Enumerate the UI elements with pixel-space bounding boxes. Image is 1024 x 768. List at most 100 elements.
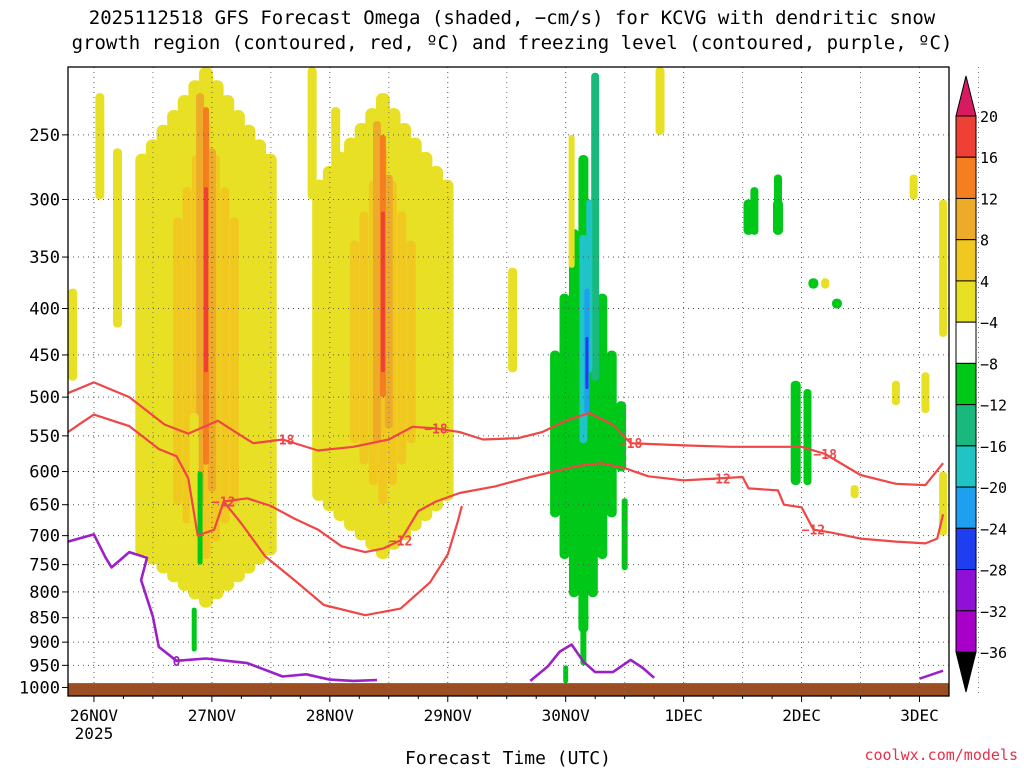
y-tick-label: 650 xyxy=(29,496,60,516)
omega-shade-cell xyxy=(559,293,570,559)
y-tick-label: 250 xyxy=(29,126,60,146)
contour-label-minus18: −18 xyxy=(271,434,295,449)
omega-shade-cell xyxy=(196,93,205,505)
omega-shade-cell xyxy=(585,336,589,390)
colorbar-label: −8 xyxy=(980,355,998,373)
colorbar-label: 20 xyxy=(980,108,998,126)
omega-shade-cell xyxy=(606,350,617,518)
colorbar-cap-bottom xyxy=(955,651,977,693)
omega-shade-cell xyxy=(229,217,239,505)
omega-shade-cell xyxy=(156,124,171,574)
x-year-label: 2025 xyxy=(75,724,114,743)
omega-shade-cell xyxy=(616,401,627,472)
colorbar-label: 12 xyxy=(980,190,998,208)
omega-shade-cell xyxy=(191,607,197,652)
colorbar-bin xyxy=(955,404,977,447)
colorbar-label: 4 xyxy=(980,273,989,291)
omega-shade-cell xyxy=(772,199,783,235)
freezing-level-contour-line xyxy=(68,533,378,683)
chart-title: 2025112518 GFS Forecast Omega (shaded, −… xyxy=(0,6,1024,56)
omega-shade-cell xyxy=(808,278,819,289)
omega-shade-cell xyxy=(380,211,385,373)
omega-shade-cell xyxy=(406,240,416,444)
x-tick-label: 3DEC xyxy=(900,706,939,725)
colorbar-bin xyxy=(955,445,977,488)
colorbar-bin xyxy=(955,197,977,241)
omega-shade-cell xyxy=(743,199,754,235)
colorbar-bin xyxy=(955,280,977,323)
y-tick-label: 400 xyxy=(29,300,60,320)
colorbar-label: −20 xyxy=(980,479,1007,497)
omega-shade-cell xyxy=(312,179,327,501)
omega-shade-cell xyxy=(568,229,579,598)
omega-shade-cell xyxy=(197,471,203,565)
omega-shade-cell xyxy=(580,622,587,666)
chart-title-line-2: growth region (contoured, red, ºC) and f… xyxy=(71,32,953,54)
colorbar-bin xyxy=(955,527,977,571)
omega-shade-cell xyxy=(591,72,600,381)
colorbar-bin xyxy=(955,569,977,612)
y-tick-label: 750 xyxy=(29,556,60,576)
omega-shade-cell xyxy=(921,372,930,414)
omega-shade-cell xyxy=(790,380,801,486)
colorbar-label: −28 xyxy=(980,562,1007,580)
omega-shade-cell xyxy=(203,187,208,373)
chart-title-line-1: 2025112518 GFS Forecast Omega (shaded, −… xyxy=(88,7,936,29)
omega-shade-cell xyxy=(173,217,183,505)
colorbar-label: −4 xyxy=(980,314,998,332)
contour-label-minus18: −18 xyxy=(424,422,448,437)
colorbar-label: 16 xyxy=(980,149,998,167)
colorbar-bin xyxy=(955,156,977,199)
contour-label-zero: 0 xyxy=(173,655,181,670)
y-tick-label: 600 xyxy=(29,463,60,483)
colorbar-label: 8 xyxy=(980,232,989,250)
contour-label-minus12: −12 xyxy=(212,495,235,510)
x-tick-label: 2DEC xyxy=(782,706,821,725)
x-tick-label: 1DEC xyxy=(664,706,703,725)
omega-shade-cell xyxy=(939,199,948,337)
omega-shade-cell xyxy=(821,278,830,289)
omega-shade-cell xyxy=(372,121,381,444)
y-tick-label: 700 xyxy=(29,527,60,547)
dendritic-contour-line xyxy=(68,381,944,487)
y-tick-label: 800 xyxy=(29,583,60,603)
contour-label-minus12: −12 xyxy=(389,534,412,549)
omega-shade-cell xyxy=(307,67,317,200)
omega-shade-cell xyxy=(262,153,277,556)
omega-shade-cell xyxy=(831,298,842,309)
y-tick-label: 1000 xyxy=(19,678,60,698)
freezing-level-contour-line xyxy=(919,669,944,680)
source-credit: coolwx.com/models xyxy=(864,746,1018,764)
omega-shade-cell xyxy=(68,288,78,381)
colorbar-bin xyxy=(955,486,977,529)
omega-shade-cell xyxy=(850,485,859,499)
colorbar-label: −36 xyxy=(980,644,1007,662)
y-tick-label: 500 xyxy=(29,388,60,408)
colorbar-bin xyxy=(955,321,977,364)
contour-label-minus18: −18 xyxy=(813,448,837,463)
colorbar-label: −32 xyxy=(980,603,1007,621)
omega-shade-cell xyxy=(655,67,665,135)
y-tick-label: 550 xyxy=(29,427,60,447)
colorbar-bin xyxy=(955,362,977,406)
omega-shade-cell xyxy=(252,139,267,565)
omega-shade-cell xyxy=(909,174,918,200)
omega-shade-cell xyxy=(439,179,454,501)
omega-shade-cell xyxy=(597,293,608,559)
y-tick-label: 950 xyxy=(29,656,60,676)
colorbar-label: −24 xyxy=(980,520,1007,538)
x-tick-label: 30NOV xyxy=(542,706,591,725)
omega-shade-cell xyxy=(397,211,407,465)
colorbar-bin xyxy=(955,115,977,158)
omega-shade-cell xyxy=(621,498,628,571)
omega-shade-cell xyxy=(207,148,216,492)
omega-shade-cell xyxy=(359,211,369,465)
colorbar-cap-top xyxy=(955,75,977,117)
omega-shade-cell xyxy=(428,165,443,512)
omega-shade-cell xyxy=(135,153,150,556)
omega-shade-cell xyxy=(331,107,341,224)
x-tick-label: 27NOV xyxy=(188,706,237,725)
omega-shade-cell xyxy=(384,174,393,429)
omega-shade-cell xyxy=(322,165,337,512)
